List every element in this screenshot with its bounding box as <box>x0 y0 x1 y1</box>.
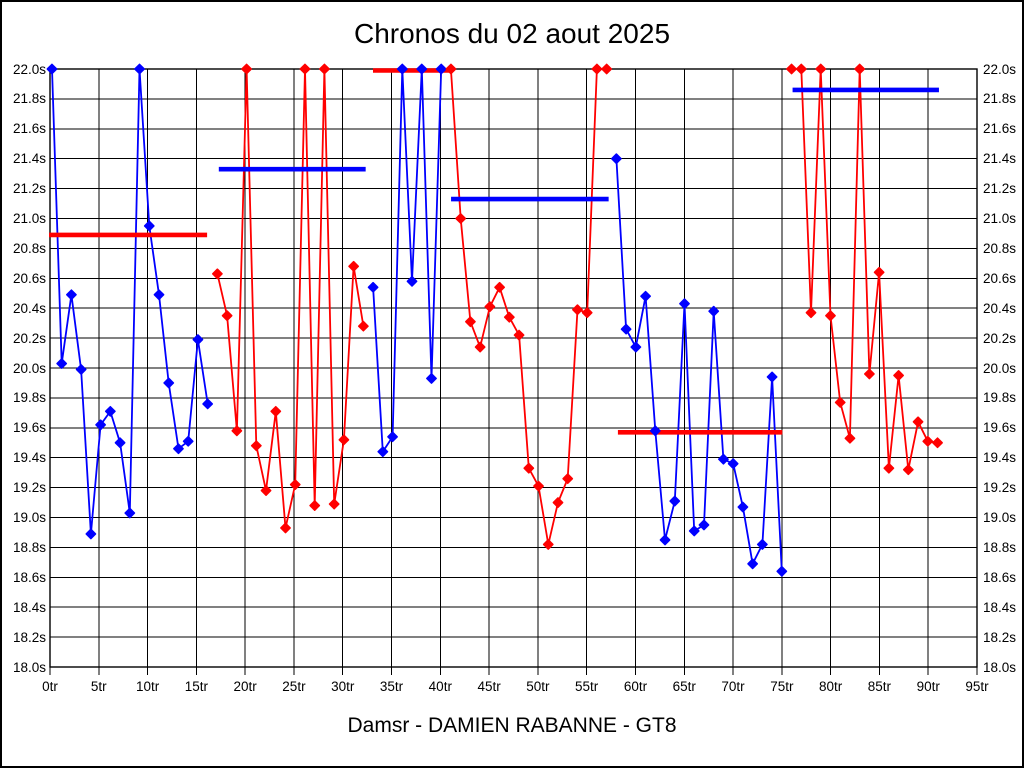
x-axis-label: 10tr <box>135 679 160 694</box>
x-axis-label: 25tr <box>282 679 306 694</box>
y-axis-label: 20.4s <box>12 300 46 316</box>
chart-footer: Damsr - DAMIEN RABANNE - GT8 <box>347 714 677 737</box>
y-axis-label: 19.6s <box>983 420 1017 436</box>
x-axis-label: 5tr <box>90 679 107 694</box>
series-markers-stint-4 <box>445 63 613 550</box>
x-axis-label: 0tr <box>42 679 58 694</box>
y-axis-label: 21.8s <box>12 91 46 107</box>
y-axis-label: 19.2s <box>983 480 1017 496</box>
x-axis-label: 55tr <box>575 679 599 694</box>
y-axis-label: 18.4s <box>983 599 1017 615</box>
y-axis-label: 20.8s <box>983 240 1017 256</box>
series-markers-stint-3 <box>367 63 447 458</box>
y-axis-label: 21.6s <box>983 121 1017 137</box>
y-axis-label: 21.8s <box>983 91 1017 107</box>
gridlines <box>50 69 977 667</box>
x-axis-label: 50tr <box>526 679 550 694</box>
y-axis-label: 20.4s <box>983 300 1017 316</box>
y-axis-label: 22.0s <box>983 61 1017 77</box>
x-axis-label: 75tr <box>770 679 794 694</box>
y-axis-label: 21.0s <box>983 211 1017 226</box>
y-axis-label: 21.4s <box>12 151 46 167</box>
y-axis-label: 19.0s <box>12 510 46 525</box>
x-axis-label: 60tr <box>623 679 648 694</box>
y-axis-label: 19.0s <box>983 510 1017 525</box>
y-axis-label: 21.0s <box>12 211 46 226</box>
series-line-stint-6 <box>791 68 938 471</box>
x-axis-label: 95tr <box>965 679 989 694</box>
series-markers-stint-5 <box>610 153 788 577</box>
series-line-stint-1 <box>51 68 209 535</box>
y-axis-label: 18.6s <box>983 569 1017 585</box>
x-axis-label: 30tr <box>331 679 355 694</box>
plot-border <box>49 68 978 668</box>
series-markers-stint-2 <box>211 63 369 534</box>
y-axis-label: 18.0s <box>983 659 1017 675</box>
series-line-stint-3 <box>372 68 443 453</box>
chart-title: Chronos du 02 aout 2025 <box>353 18 671 49</box>
y-axis-label: 18.4s <box>12 599 46 615</box>
y-axis-label: 18.8s <box>12 539 46 555</box>
y-axis-label: 18.0s <box>12 659 46 675</box>
y-axis-label: 19.6s <box>12 420 46 436</box>
y-axis-label: 19.8s <box>12 390 46 406</box>
y-axis-label: 20.0s <box>12 360 46 376</box>
y-axis-label: 21.6s <box>12 121 46 137</box>
y-axis-label: 19.4s <box>12 450 46 466</box>
y-axis-label: 20.2s <box>12 330 46 346</box>
y-axis-label: 22.0s <box>12 61 46 77</box>
y-axis-label: 18.6s <box>12 569 46 585</box>
y-axis-label: 20.8s <box>12 240 46 256</box>
x-axis-label: 85tr <box>867 679 892 694</box>
series-markers-stint-1 <box>46 63 214 540</box>
chart-canvas <box>46 63 978 675</box>
x-axis-label: 15tr <box>184 679 208 694</box>
y-axis-label: 21.4s <box>983 151 1017 167</box>
y-axis-label: 19.4s <box>983 450 1017 466</box>
y-axis-label: 21.2s <box>983 181 1017 197</box>
y-axis-label: 21.2s <box>12 181 46 197</box>
x-tick-marks <box>49 667 978 675</box>
x-axis-label: 40tr <box>428 679 452 694</box>
series-markers-stint-6 <box>786 63 943 476</box>
y-axis-label: 19.8s <box>983 390 1017 406</box>
x-axis-label: 20tr <box>233 679 257 694</box>
x-axis-label: 70tr <box>721 679 745 694</box>
x-axis-label: 80tr <box>818 679 843 694</box>
series-line-stint-5 <box>615 158 783 572</box>
y-axis-label: 19.2s <box>12 480 46 496</box>
x-axis-label: 65tr <box>672 679 696 694</box>
y-axis-label: 18.2s <box>12 629 46 645</box>
y-axis-label: 20.0s <box>983 360 1017 376</box>
y-axis-label: 18.2s <box>983 629 1017 645</box>
x-axis-label: 90tr <box>916 679 940 694</box>
y-axis-label: 20.6s <box>12 270 46 286</box>
y-axis-label: 18.8s <box>983 539 1017 555</box>
series-line-stint-2 <box>216 68 365 529</box>
y-axis-label: 20.6s <box>983 270 1017 286</box>
y-axis-label: 20.2s <box>983 330 1017 346</box>
x-axis-label: 35tr <box>379 679 404 694</box>
x-axis-label: 45tr <box>477 679 501 694</box>
